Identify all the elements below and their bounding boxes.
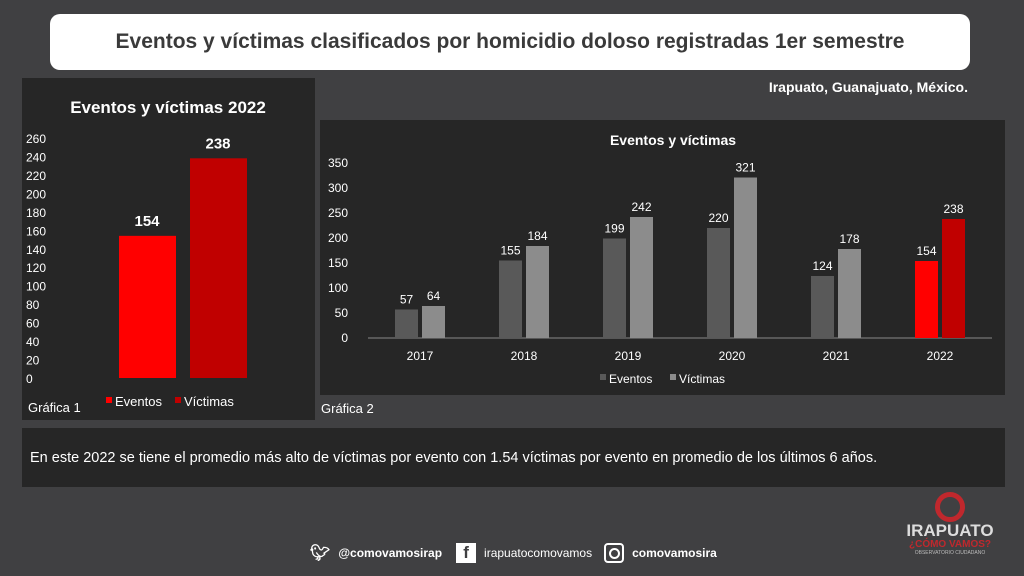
y-tick-label: 260 [26,132,46,146]
y-tick-label: 180 [26,206,46,220]
chart-1-caption: Gráfica 1 [28,400,81,415]
legend-swatch [175,397,181,403]
chart-2-caption: Gráfica 2 [321,401,374,416]
y-tick-label: 80 [26,298,40,312]
chart-1: Eventos y víctimas 2022 0 20 40 60 80 100 120 14… [26,98,266,415]
bar-eventos-2017 [395,309,418,338]
location-label: Irapuato, Guanajuato, México. [768,79,968,95]
x-tick-label: 2018 [511,349,538,363]
instagram-icon [604,543,625,563]
bar-víctimas-2021 [838,249,861,338]
legend-swatch [600,374,606,380]
data-label: 178 [839,232,859,246]
bar-eventos-2018 [499,260,522,338]
logo-icon [935,492,965,522]
legend-swatch [670,374,676,380]
bar-víctimas [190,158,247,378]
y-tick-label: 150 [328,256,348,270]
y-tick-label: 100 [26,280,46,294]
chart-2-panel: Eventos y víctimas 0 50 100 150 200 250 300 350 2… [320,120,1005,395]
y-tick-label: 50 [335,306,349,320]
data-label: 124 [812,259,832,273]
x-tick-label: 2017 [407,349,434,363]
y-tick-label: 100 [328,281,348,295]
chart-2-title: Eventos y víctimas [610,132,736,148]
logo-tagline: ¿CÓMO VAMOS? [908,539,992,550]
y-tick-label: 140 [26,243,46,257]
y-tick-label: 200 [328,231,348,245]
data-label: 154 [134,213,160,230]
data-label: 321 [735,161,755,175]
facebook-handle[interactable]: irapuatocomovamos [484,546,593,560]
legend-label: Víctimas [184,394,234,409]
y-tick-label: 20 [26,354,40,368]
data-label: 220 [708,211,728,225]
y-tick-label: 160 [26,224,46,238]
bar-eventos-2020 [707,228,730,338]
data-label: 242 [631,200,651,214]
twitter-icon: 🐦︎ [310,545,331,562]
bar-víctimas-2017 [422,306,445,338]
bar-eventos [119,235,176,378]
legend-label: Eventos [115,394,162,409]
data-label: 199 [604,222,624,236]
data-label: 64 [427,289,441,303]
chart-1-panel: Eventos y víctimas 2022 0 20 40 60 80 100 120 14… [22,78,315,420]
x-tick-label: 2019 [615,349,642,363]
bar-eventos-2019 [603,238,626,338]
summary-note: En este 2022 se tiene el promedio más al… [22,428,1005,487]
y-tick-label: 120 [26,261,46,275]
y-tick-label: 240 [26,150,46,164]
x-tick-label: 2022 [927,349,954,363]
logo: IRAPUATO ¿CÓMO VAMOS? OBSERVATORIO CIUDA… [905,492,995,556]
bar-víctimas-2020 [734,177,757,338]
bar-eventos-2022 [915,261,938,338]
chart-1-title: Eventos y víctimas 2022 [70,98,266,117]
bar-víctimas-2022 [942,219,965,338]
bar-víctimas-2019 [630,217,653,338]
y-tick-label: 60 [26,317,40,331]
legend-label: Víctimas [679,372,725,386]
y-tick-label: 300 [328,181,348,195]
page-title: Eventos y víctimas clasificados por homi… [50,14,970,70]
y-tick-label: 200 [26,187,46,201]
logo-sub: OBSERVATORIO CIUDADANO [914,550,986,556]
y-tick-label: 0 [26,372,33,386]
y-tick-label: 220 [26,169,46,183]
facebook-icon: f [456,543,477,563]
instagram-handle[interactable]: comovamosira [632,546,717,560]
y-tick-label: 350 [328,156,348,170]
social-footer: 🐦︎ @comovamosirap f irapuatocomovamos co… [310,543,717,563]
y-tick-label: 0 [341,331,348,345]
data-label: 238 [943,202,963,216]
x-tick-label: 2021 [823,349,850,363]
bar-víctimas-2018 [526,246,549,338]
chart-2: Eventos y víctimas 0 50 100 150 200 250 300 350 2… [328,132,992,386]
data-label: 154 [916,244,936,258]
data-label: 155 [500,244,520,258]
twitter-handle[interactable]: @comovamosirap [338,546,443,560]
y-tick-label: 40 [26,335,40,349]
data-label: 57 [400,293,414,307]
data-label: 184 [527,229,547,243]
data-label: 238 [205,135,230,152]
y-tick-label: 250 [328,206,348,220]
legend-swatch [106,397,112,403]
legend-label: Eventos [609,372,652,386]
logo-name: IRAPUATO [906,521,994,540]
x-tick-label: 2020 [719,349,746,363]
bar-eventos-2021 [811,276,834,338]
